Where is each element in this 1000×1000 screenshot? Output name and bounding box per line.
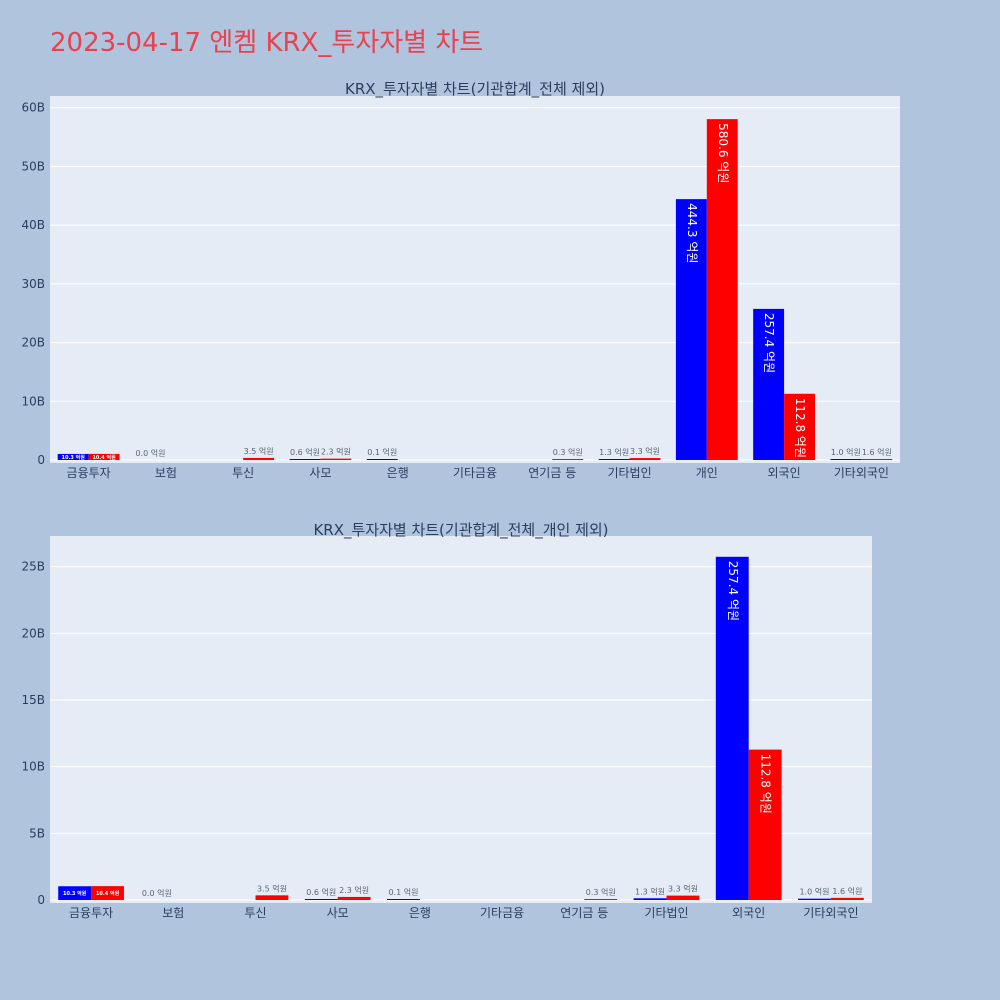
bar-label: 2.3 억원 bbox=[339, 885, 369, 895]
x-tick-label: 외국인 bbox=[732, 906, 765, 920]
x-tick-label: 연기금 등 bbox=[528, 466, 576, 480]
chart-title: KRX_투자자별 차트(기관합계_전체 제외) bbox=[345, 80, 605, 99]
bar bbox=[366, 459, 398, 460]
x-tick-label: 금융투자 bbox=[69, 906, 113, 920]
x-tick-label: 사모 bbox=[327, 906, 349, 920]
bar-label: 0.6 억원 bbox=[290, 447, 320, 457]
bar-label: 0.0 억원 bbox=[135, 448, 165, 458]
bar bbox=[798, 898, 831, 900]
bar-label: 112.8 억원 bbox=[759, 754, 773, 814]
bar bbox=[552, 459, 584, 460]
x-tick-label: 은행 bbox=[387, 465, 409, 480]
y-tick-label: 30B bbox=[21, 277, 45, 291]
x-tick-label: 투신 bbox=[232, 466, 254, 480]
bar-label: 1.6 억원 bbox=[862, 447, 892, 457]
x-tick-label: 기타외국인 bbox=[803, 906, 858, 920]
y-tick-label: 10B bbox=[21, 394, 45, 408]
x-tick-label: 연기금 등 bbox=[560, 906, 608, 920]
bar-label: 0.6 억원 bbox=[306, 887, 336, 897]
bar bbox=[289, 459, 321, 460]
y-tick-label: 5B bbox=[29, 826, 45, 840]
bar-label: 0.1 억원 bbox=[388, 887, 418, 897]
y-tick-label: 20B bbox=[21, 336, 45, 350]
bar bbox=[58, 886, 92, 900]
bar-label: 257.4 억원 bbox=[762, 313, 776, 373]
x-tick-label: 투신 bbox=[244, 906, 266, 920]
x-tick-label: 사모 bbox=[309, 466, 331, 480]
bar bbox=[784, 393, 815, 460]
bar bbox=[675, 199, 707, 461]
bar-label: 0.0 억원 bbox=[142, 888, 172, 898]
bar-label: 1.6 억원 bbox=[832, 886, 862, 896]
y-tick-label: 0 bbox=[37, 453, 45, 467]
bar-label: 0.1 억원 bbox=[367, 447, 397, 457]
bar-label: 1.0 억원 bbox=[831, 447, 861, 457]
bar-label: 0.3 억원 bbox=[586, 887, 616, 897]
bar-label: 444.3 억원 bbox=[685, 203, 699, 263]
bar-label: 1.0 억원 bbox=[799, 887, 829, 897]
y-tick-label: 15B bbox=[21, 693, 45, 707]
bar-label: 10.3 억원 bbox=[62, 454, 86, 461]
bar-label: 257.4 억원 bbox=[726, 561, 740, 621]
x-tick-label: 기타금융 bbox=[480, 906, 524, 920]
y-tick-label: 40B bbox=[21, 218, 45, 232]
bar bbox=[91, 886, 124, 900]
x-tick-label: 기타외국인 bbox=[834, 466, 889, 480]
y-tick-label: 0 bbox=[37, 893, 45, 907]
bar-label: 580.6 억원 bbox=[716, 123, 730, 183]
chart-1: 0 10B 20B 30B 40B 50B 60B KRX_투자자별 차트(기관합계_전체 제… bbox=[21, 80, 900, 480]
bar bbox=[830, 459, 862, 460]
y-tick-label: 20B bbox=[21, 626, 45, 640]
bar-label: 0.3 억원 bbox=[553, 447, 583, 457]
bar-label: 112.8 억원 bbox=[793, 398, 807, 458]
bar bbox=[861, 459, 893, 460]
y-tick-label: 50B bbox=[21, 159, 45, 173]
bar bbox=[387, 899, 420, 900]
bar-label: 3.5 억원 bbox=[244, 446, 274, 456]
page-title: 2023-04-17 엔켐 KRX_투자자별 차트 bbox=[50, 28, 484, 58]
bar-label: 10.4 억원 bbox=[96, 890, 120, 897]
y-tick-label: 25B bbox=[21, 560, 45, 574]
bar bbox=[88, 453, 120, 460]
x-tick-label: 기타법인 bbox=[607, 466, 651, 480]
bar bbox=[337, 896, 371, 900]
bar-label: 3.5 억원 bbox=[257, 883, 287, 893]
bar bbox=[715, 556, 749, 900]
chart-title: KRX_투자자별 차트(기관합계_전체_개인 제외) bbox=[313, 521, 608, 540]
bar bbox=[830, 897, 864, 900]
x-tick-label: 보험 bbox=[162, 906, 184, 920]
bar-label: 10.4 억원 bbox=[92, 454, 116, 461]
x-tick-label: 기타법인 bbox=[644, 906, 688, 920]
bar bbox=[584, 899, 618, 900]
bar bbox=[243, 457, 275, 460]
bar bbox=[706, 119, 738, 460]
bar bbox=[255, 895, 289, 900]
bar bbox=[320, 458, 352, 460]
x-tick-label: 은행 bbox=[409, 905, 431, 920]
bar-label: 3.3 억원 bbox=[630, 446, 660, 456]
x-tick-label: 외국인 bbox=[768, 466, 801, 480]
bar-label: 1.3 억원 bbox=[599, 447, 629, 457]
x-tick-label: 개인 bbox=[696, 466, 718, 480]
chart-2: 0 5B 10B 15B 20B 25B KRX_투자자별 차트(기관합계_전체_개인 제외… bbox=[21, 521, 872, 920]
bar bbox=[633, 898, 667, 900]
bar bbox=[598, 459, 630, 460]
bar-label: 10.3 억원 bbox=[63, 890, 87, 897]
bar bbox=[304, 899, 338, 900]
bar bbox=[666, 895, 700, 900]
x-tick-label: 금융투자 bbox=[67, 466, 111, 480]
bar-label: 1.3 억원 bbox=[635, 886, 665, 896]
x-tick-label: 기타금융 bbox=[453, 466, 497, 480]
y-tick-label: 10B bbox=[21, 760, 45, 774]
bar-label: 2.3 억원 bbox=[321, 447, 351, 457]
bar bbox=[753, 308, 785, 460]
x-tick-label: 보험 bbox=[155, 466, 177, 480]
bar bbox=[629, 458, 661, 460]
bar bbox=[748, 749, 782, 900]
bar-label: 3.3 억원 bbox=[668, 884, 698, 894]
y-tick-label: 60B bbox=[21, 101, 45, 115]
bar bbox=[57, 453, 89, 460]
